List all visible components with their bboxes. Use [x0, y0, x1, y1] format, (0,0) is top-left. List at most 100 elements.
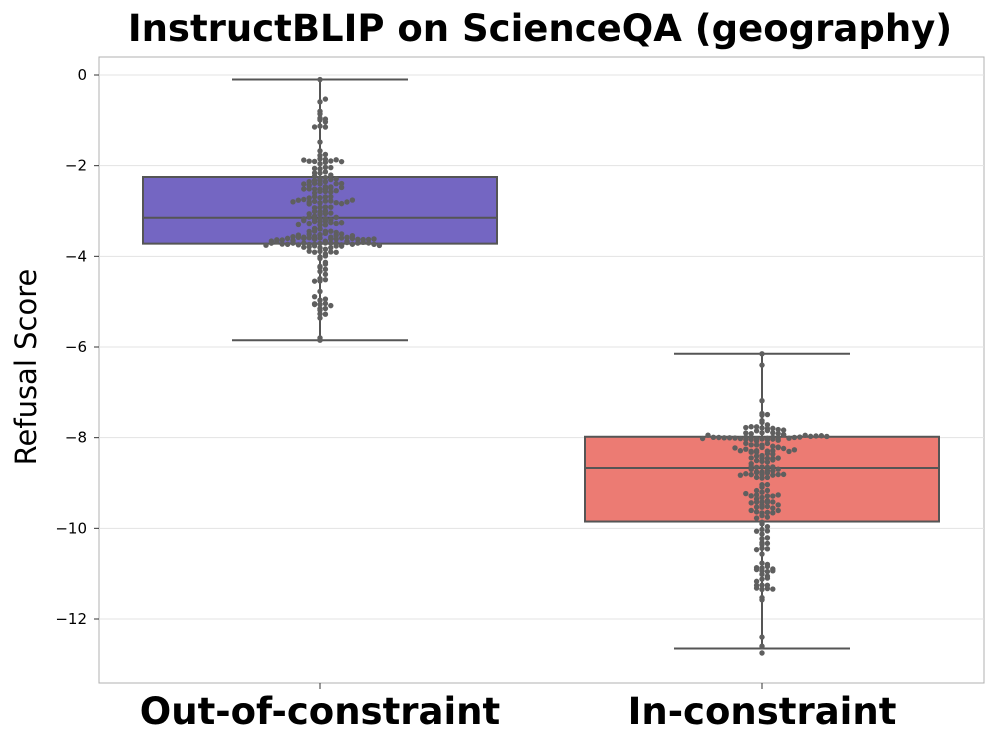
- swarm-point: [328, 204, 334, 210]
- swarm-point: [764, 493, 771, 499]
- swarm-point: [328, 172, 334, 178]
- swarm-point: [753, 442, 760, 448]
- swarm-point: [770, 457, 776, 463]
- swarm-point: [355, 236, 361, 242]
- swarm-point: [759, 489, 765, 495]
- swarm-point: [770, 468, 776, 474]
- swarm-point: [764, 481, 771, 488]
- swarm-point: [759, 526, 765, 533]
- swarm-point: [753, 457, 760, 464]
- swarm-point: [290, 199, 296, 205]
- swarm-point: [290, 233, 296, 240]
- swarm-point: [322, 194, 329, 200]
- swarm-point: [284, 241, 291, 248]
- swarm-point: [753, 585, 760, 591]
- swarm-point: [748, 436, 754, 443]
- swarm-point: [328, 193, 334, 200]
- swarm-point: [759, 425, 765, 431]
- swarm-point: [775, 502, 781, 508]
- swarm-point: [333, 249, 339, 255]
- swarm-point: [317, 248, 323, 255]
- swarm-point: [322, 124, 329, 130]
- y-tick-label: −6: [65, 338, 87, 356]
- x-tick-label: In-constraint: [628, 690, 897, 733]
- swarm-point: [780, 427, 787, 433]
- swarm-point: [759, 531, 765, 537]
- swarm-point: [753, 528, 760, 534]
- swarm-point: [311, 243, 318, 249]
- swarm-point: [824, 433, 830, 440]
- swarm-point: [333, 180, 339, 187]
- swarm-point: [764, 487, 771, 494]
- swarm-point: [317, 211, 323, 217]
- swarm-point: [322, 240, 329, 246]
- swarm-point: [328, 302, 334, 309]
- swarm-point: [802, 432, 808, 439]
- swarm-point: [759, 586, 765, 593]
- swarm-point: [295, 234, 302, 241]
- swarm-point: [317, 188, 323, 195]
- y-tick-label: −2: [65, 157, 87, 175]
- swarm-point: [748, 442, 754, 448]
- swarm-point: [764, 585, 771, 592]
- swarm-point: [338, 184, 345, 191]
- swarm-point: [317, 235, 323, 241]
- swarm-point: [322, 188, 329, 195]
- swarm-point: [311, 186, 318, 192]
- swarm-point: [311, 173, 318, 179]
- swarm-point: [306, 186, 312, 192]
- swarm-point: [759, 412, 765, 418]
- swarm-point: [311, 180, 318, 187]
- swarm-point: [338, 243, 345, 249]
- swarm-point: [759, 494, 765, 501]
- swarm-point: [775, 444, 781, 451]
- swarm-point: [748, 466, 754, 473]
- swarm-point: [753, 499, 760, 505]
- swarm-point: [376, 242, 383, 249]
- swarm-point: [775, 437, 781, 443]
- swarm-point: [748, 449, 754, 455]
- swarm-point: [753, 578, 760, 585]
- swarm-point: [360, 239, 366, 246]
- swarm-point: [786, 448, 792, 455]
- swarm-point: [775, 455, 781, 461]
- swarm-point: [306, 214, 312, 220]
- swarm-point: [344, 234, 350, 240]
- swarm-point: [268, 240, 275, 246]
- swarm-point: [349, 235, 356, 242]
- swarm-point: [322, 276, 329, 283]
- swarm-point: [775, 466, 781, 472]
- swarm-point: [306, 201, 312, 207]
- swarm-point: [759, 504, 765, 510]
- swarm-point: [311, 278, 318, 284]
- swarm-point: [791, 447, 798, 453]
- swarm-point: [748, 430, 754, 437]
- swarm-point: [748, 455, 754, 461]
- swarm-point: [797, 434, 803, 440]
- swarm-point: [317, 288, 323, 295]
- swarm-point: [732, 435, 738, 441]
- swarm-point: [301, 235, 307, 242]
- swarm-point: [317, 99, 323, 105]
- swarm-point: [333, 199, 339, 206]
- swarm-point: [759, 419, 765, 426]
- swarm-point: [759, 475, 765, 481]
- swarm-point: [759, 536, 765, 542]
- swarm-point: [371, 241, 377, 248]
- swarm-point: [322, 230, 329, 237]
- swarm-point: [306, 244, 312, 250]
- swarm-point: [764, 470, 771, 476]
- swarm-point: [328, 158, 334, 164]
- swarm-point: [371, 236, 377, 242]
- swarm-point: [770, 510, 776, 516]
- swarm-point: [274, 239, 280, 245]
- swarm-point: [753, 453, 760, 459]
- swarm-point: [317, 337, 323, 343]
- swarm-point: [737, 435, 744, 442]
- swarm-point: [786, 435, 792, 441]
- swarm-point: [317, 181, 323, 187]
- swarm-point: [753, 438, 760, 444]
- swarm-point: [759, 351, 765, 357]
- swarm-point: [753, 492, 760, 498]
- swarm-point: [764, 503, 771, 510]
